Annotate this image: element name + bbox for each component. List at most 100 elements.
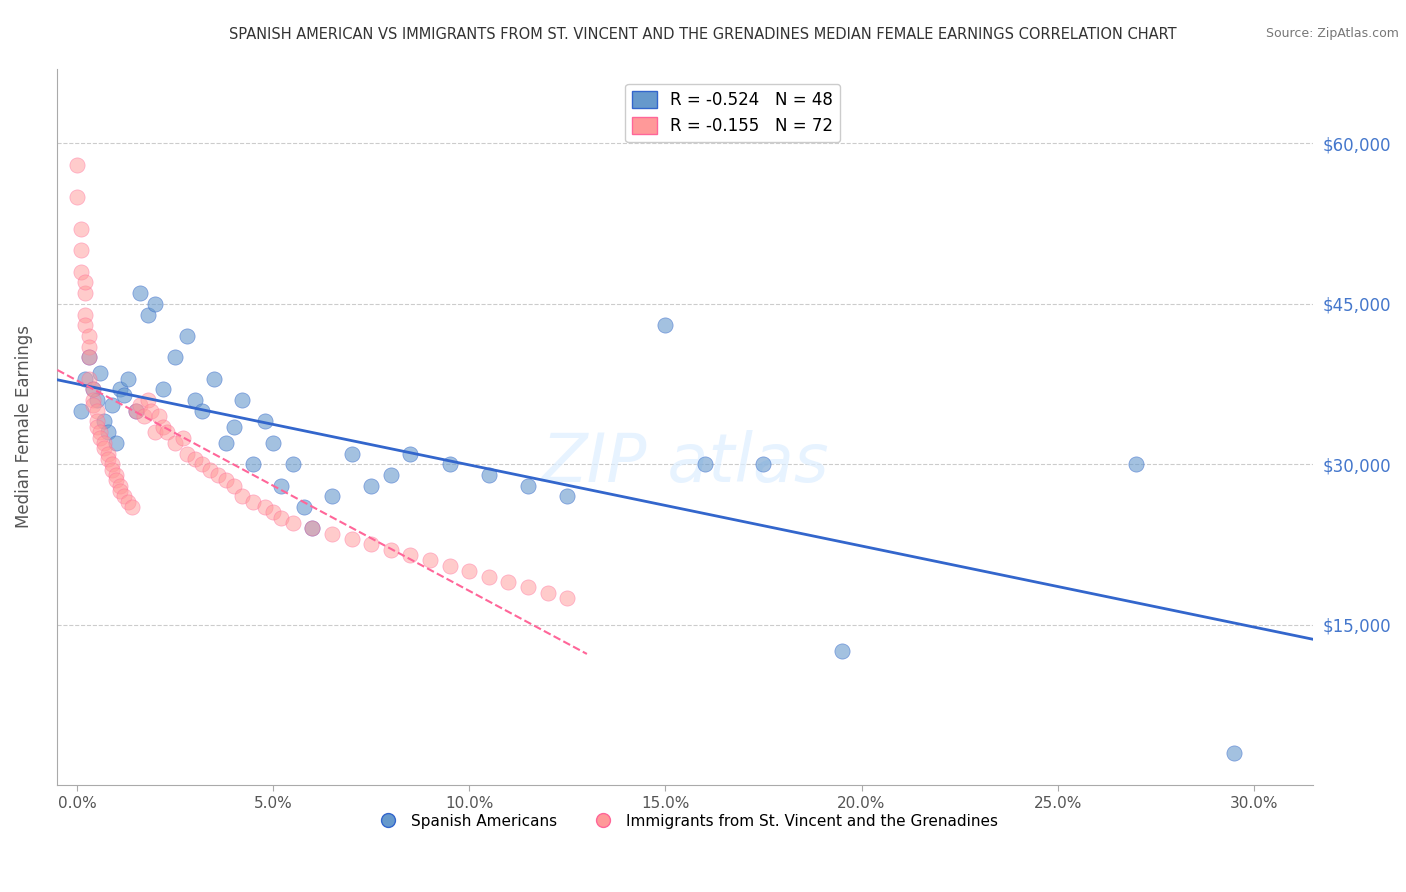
Point	[108, 383, 131, 397]
Point	[69, 403, 91, 417]
Point	[101, 462, 124, 476]
Point	[77, 340, 100, 354]
Point	[77, 372, 100, 386]
Point	[693, 457, 716, 471]
Point	[270, 510, 292, 524]
Point	[654, 318, 676, 333]
Point	[281, 457, 304, 471]
Point	[380, 467, 402, 482]
Text: ZIP atlas: ZIP atlas	[541, 430, 828, 496]
Point	[69, 265, 91, 279]
Point	[93, 414, 115, 428]
Point	[340, 446, 363, 460]
Point	[101, 399, 124, 413]
Text: SPANISH AMERICAN VS IMMIGRANTS FROM ST. VINCENT AND THE GRENADINES MEDIAN FEMALE: SPANISH AMERICAN VS IMMIGRANTS FROM ST. …	[229, 27, 1177, 42]
Point	[202, 372, 225, 386]
Point	[478, 467, 501, 482]
Point	[69, 222, 91, 236]
Point	[439, 558, 461, 573]
Point	[156, 425, 179, 439]
Point	[207, 467, 229, 482]
Point	[97, 451, 120, 466]
Point	[112, 489, 135, 503]
Point	[73, 286, 96, 301]
Point	[172, 430, 194, 444]
Point	[242, 494, 264, 508]
Point	[82, 399, 104, 413]
Point	[77, 329, 100, 343]
Point	[136, 393, 159, 408]
Point	[73, 276, 96, 290]
Point	[77, 351, 100, 365]
Point	[73, 372, 96, 386]
Point	[262, 505, 284, 519]
Point	[69, 244, 91, 258]
Point	[82, 383, 104, 397]
Point	[86, 414, 108, 428]
Point	[458, 564, 481, 578]
Point	[360, 537, 382, 551]
Point	[121, 500, 143, 514]
Point	[281, 516, 304, 530]
Point	[183, 393, 205, 408]
Point	[141, 403, 163, 417]
Legend: Spanish Americans, Immigrants from St. Vincent and the Grenadines: Spanish Americans, Immigrants from St. V…	[367, 807, 1004, 835]
Point	[242, 457, 264, 471]
Point	[89, 367, 111, 381]
Point	[537, 585, 560, 599]
Point	[77, 351, 100, 365]
Point	[117, 494, 139, 508]
Point	[86, 403, 108, 417]
Point	[136, 308, 159, 322]
Point	[380, 542, 402, 557]
Point	[117, 372, 139, 386]
Point	[128, 399, 150, 413]
Point	[125, 403, 148, 417]
Point	[752, 457, 775, 471]
Point	[89, 430, 111, 444]
Point	[294, 500, 316, 514]
Point	[231, 393, 253, 408]
Point	[73, 308, 96, 322]
Point	[301, 521, 323, 535]
Point	[93, 441, 115, 455]
Point	[222, 419, 245, 434]
Point	[1125, 457, 1147, 471]
Point	[231, 489, 253, 503]
Point	[148, 409, 170, 423]
Point	[419, 553, 441, 567]
Point	[191, 457, 214, 471]
Point	[517, 478, 540, 492]
Point	[191, 403, 214, 417]
Point	[112, 388, 135, 402]
Point	[360, 478, 382, 492]
Point	[82, 393, 104, 408]
Point	[222, 478, 245, 492]
Point	[125, 403, 148, 417]
Point	[399, 548, 422, 562]
Point	[128, 286, 150, 301]
Point	[478, 569, 501, 583]
Point	[498, 574, 520, 589]
Point	[301, 521, 323, 535]
Point	[200, 462, 222, 476]
Point	[321, 526, 343, 541]
Point	[86, 419, 108, 434]
Point	[145, 297, 167, 311]
Point	[105, 467, 128, 482]
Point	[145, 425, 167, 439]
Point	[93, 435, 115, 450]
Point	[176, 446, 198, 460]
Point	[270, 478, 292, 492]
Point	[152, 419, 174, 434]
Point	[399, 446, 422, 460]
Point	[108, 483, 131, 498]
Point	[97, 425, 120, 439]
Point	[105, 473, 128, 487]
Point	[215, 435, 238, 450]
Point	[66, 158, 89, 172]
Point	[105, 435, 128, 450]
Point	[73, 318, 96, 333]
Point	[555, 591, 578, 605]
Point	[86, 393, 108, 408]
